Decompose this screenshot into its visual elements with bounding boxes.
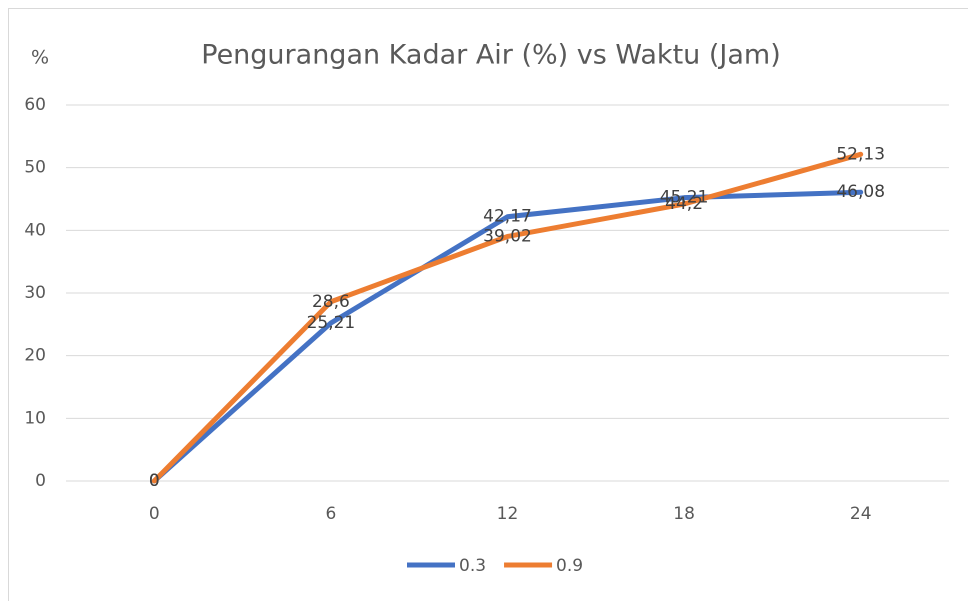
legend-label: 0.3 xyxy=(459,556,486,576)
data-label: 0 xyxy=(149,471,160,491)
chart-title: Pengurangan Kadar Air (%) vs Waktu (Jam) xyxy=(201,40,780,71)
x-tick-label: 0 xyxy=(149,504,160,524)
data-label: 45,21 xyxy=(660,188,709,208)
x-tick-label: 18 xyxy=(673,504,695,524)
y-tick-label: 40 xyxy=(24,220,46,240)
legend-label: 0.9 xyxy=(556,556,583,576)
data-label: 42,17 xyxy=(483,207,532,227)
data-label: 28,6 xyxy=(312,292,350,312)
series-line xyxy=(151,151,864,484)
x-tick-label: 12 xyxy=(497,504,519,524)
data-label: 44,2 xyxy=(665,194,703,214)
y-tick-label: 60 xyxy=(24,95,46,115)
y-tick-label: 20 xyxy=(24,346,46,366)
data-label: 0 xyxy=(149,471,160,491)
y-tick-label: 0 xyxy=(35,471,46,491)
series-line xyxy=(151,189,864,484)
x-tick-label: 6 xyxy=(325,504,336,524)
x-tick-label: 24 xyxy=(850,504,872,524)
data-label: 25,21 xyxy=(307,313,356,333)
y-tick-label: 50 xyxy=(24,158,46,178)
data-label: 46,08 xyxy=(836,182,885,202)
y-axis-label: % xyxy=(31,47,49,69)
y-tick-label: 10 xyxy=(24,408,46,428)
y-tick-label: 30 xyxy=(24,283,46,303)
data-label: 39,02 xyxy=(483,226,532,246)
data-label: 52,13 xyxy=(836,144,885,164)
chart-border xyxy=(8,8,968,601)
